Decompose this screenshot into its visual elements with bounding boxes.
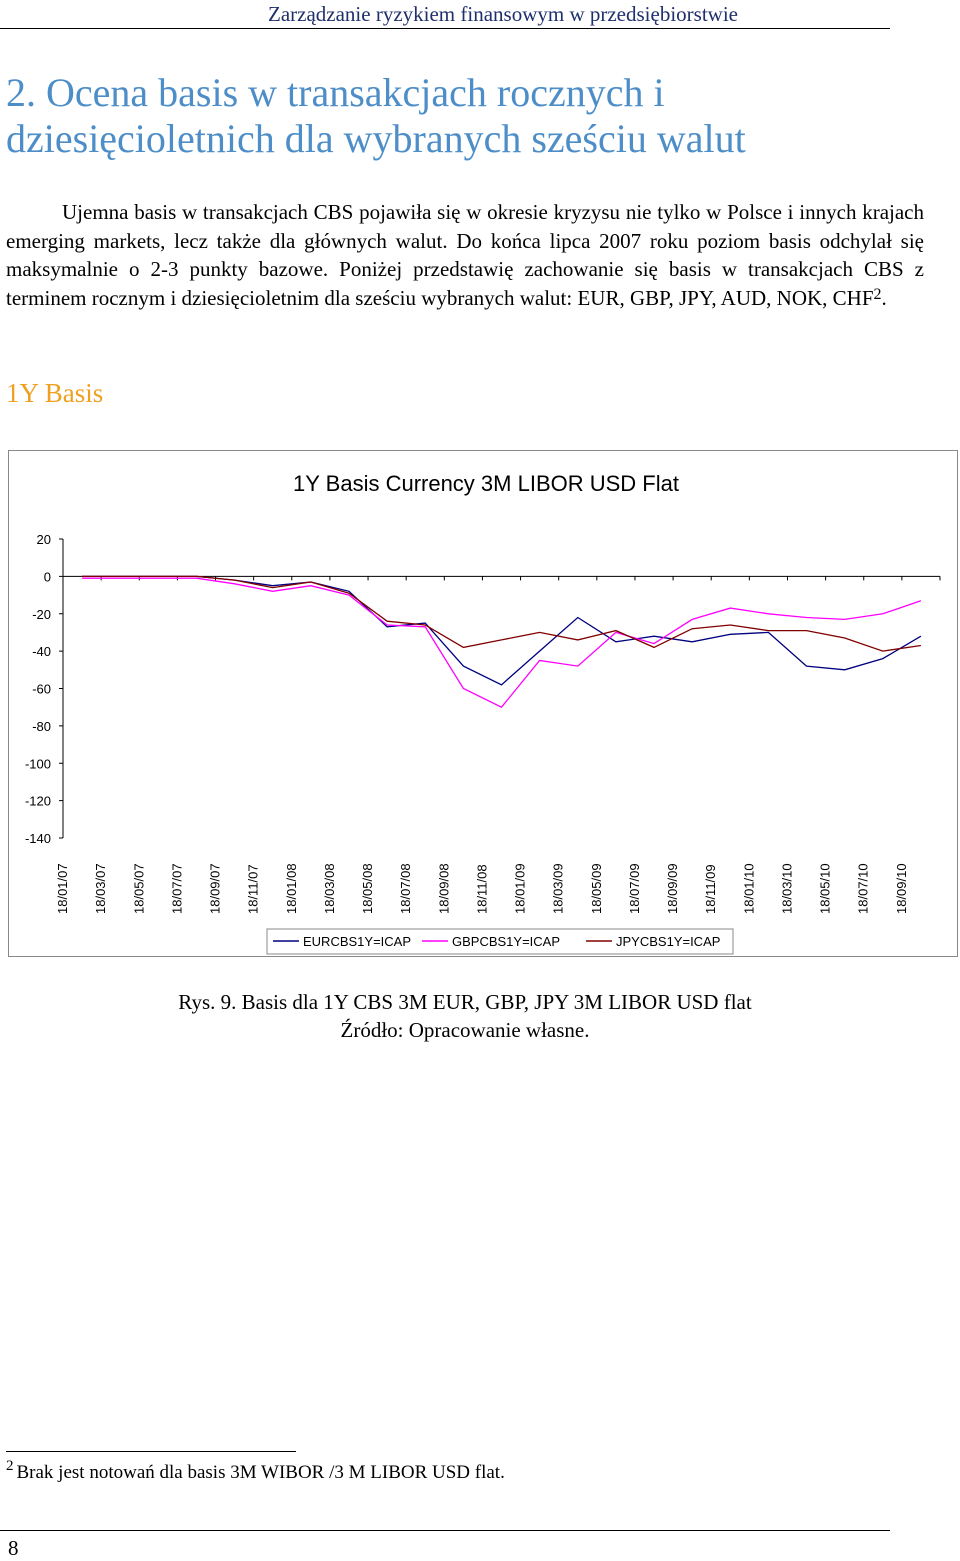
y-tick-label: -140: [25, 831, 51, 846]
legend-label: EURCBS1Y=ICAP: [303, 934, 411, 949]
x-tick-labels: 18/01/07 18/03/07 18/05/07 18/07/07 18/09/07…: [55, 863, 909, 914]
x-tick-label: 18/05/08: [360, 863, 375, 914]
y-tick-label: 20: [37, 532, 51, 547]
x-tick-label: 18/11/08: [474, 864, 489, 914]
section-title: 2. Ocena basis w transakcjach rocznych i…: [6, 70, 746, 161]
chart-legend: EURCBS1Y=ICAP GBPCBS1Y=ICAP JPYCBS1Y=ICAP: [266, 928, 734, 955]
body-paragraph: Ujemna basis w transakcjach CBS pojawiła…: [6, 198, 924, 312]
x-tick-label: 18/07/10: [856, 863, 871, 914]
x-tick-label: 18/01/07: [55, 863, 70, 914]
paragraph-end: .: [881, 285, 887, 310]
x-tick-label: 18/07/08: [398, 863, 413, 914]
y-tick-label: -80: [32, 719, 51, 734]
running-header: Zarządzanie ryzykiem finansowym w przeds…: [0, 0, 890, 29]
x-tick-label: 18/09/08: [436, 863, 451, 914]
series-lines: [82, 575, 922, 709]
x-tick-label: 18/03/10: [779, 863, 794, 914]
y-tick-labels: 20 0 -20 -40 -60 -80 -100 -120 -140: [25, 532, 51, 846]
footnote-number: 2: [6, 1458, 14, 1474]
series-line-gbpcbs1y-icap: [82, 577, 922, 709]
x-tick-label: 18/09/10: [894, 863, 909, 914]
x-tick-label: 18/11/09: [703, 864, 718, 914]
x-tick-label: 18/01/09: [513, 863, 528, 914]
y-tick-label: -20: [32, 607, 51, 622]
footnote-text: Brak jest notowań dla basis 3M WIBOR /3 …: [16, 1462, 505, 1483]
y-tick-label: -100: [25, 756, 51, 771]
y-tick-label: -60: [32, 682, 51, 697]
figure-source: Źródło: Opracowanie własne.: [340, 1018, 590, 1042]
y-tick-label: -120: [25, 794, 51, 809]
x-tick-label: 18/03/07: [93, 863, 108, 914]
subheading-1y-basis: 1Y Basis: [6, 378, 104, 408]
x-tick-label: 18/05/07: [131, 863, 146, 914]
y-tick-label: 0: [44, 569, 51, 584]
line-chart: 1Y Basis Currency 3M LIBOR USD Flat 20 0 -…: [25, 471, 941, 955]
x-tick-label: 18/03/08: [322, 863, 337, 914]
running-title: Zarządzanie ryzykiem finansowym w przeds…: [268, 2, 738, 26]
legend-label: JPYCBS1Y=ICAP: [616, 934, 720, 949]
x-tick-label: 18/07/07: [169, 863, 184, 914]
x-tick-label: 18/05/09: [589, 863, 604, 914]
paragraph-text: Ujemna basis w transakcjach CBS pojawiła…: [6, 200, 924, 310]
footnote: 2 Brak jest notowań dla basis 3M WIBOR /3…: [6, 1459, 505, 1484]
x-tick-label: 18/05/10: [818, 863, 833, 914]
footnote-divider: [6, 1451, 296, 1452]
series-line-jpycbs1y-icap: [82, 575, 921, 652]
chart-axes: [59, 538, 941, 839]
chart-container: 1Y Basis Currency 3M LIBOR USD Flat 20 0 -…: [8, 450, 958, 957]
page-number: 8: [8, 1536, 19, 1560]
y-tick-label: -40: [32, 644, 51, 659]
legend-box: [266, 928, 734, 955]
x-tick-label: 18/11/07: [246, 864, 261, 914]
figure-caption: Rys. 9. Basis dla 1Y CBS 3M EUR, GBP, JP…: [0, 988, 930, 1044]
footnote-reference: 2: [873, 285, 882, 303]
x-tick-label: 18/09/09: [665, 863, 680, 914]
x-tick-label: 18/01/08: [284, 863, 299, 914]
x-tick-label: 18/09/07: [208, 863, 223, 914]
x-tick-label: 18/01/10: [741, 863, 756, 914]
x-tick-label: 18/03/09: [551, 863, 566, 914]
figure-caption-text: Rys. 9. Basis dla 1Y CBS 3M EUR, GBP, JP…: [178, 990, 752, 1014]
chart-title: 1Y Basis Currency 3M LIBOR USD Flat: [293, 471, 679, 496]
footer-divider: [0, 1530, 890, 1531]
legend-label: GBPCBS1Y=ICAP: [452, 934, 560, 949]
x-tick-label: 18/07/09: [627, 863, 642, 914]
